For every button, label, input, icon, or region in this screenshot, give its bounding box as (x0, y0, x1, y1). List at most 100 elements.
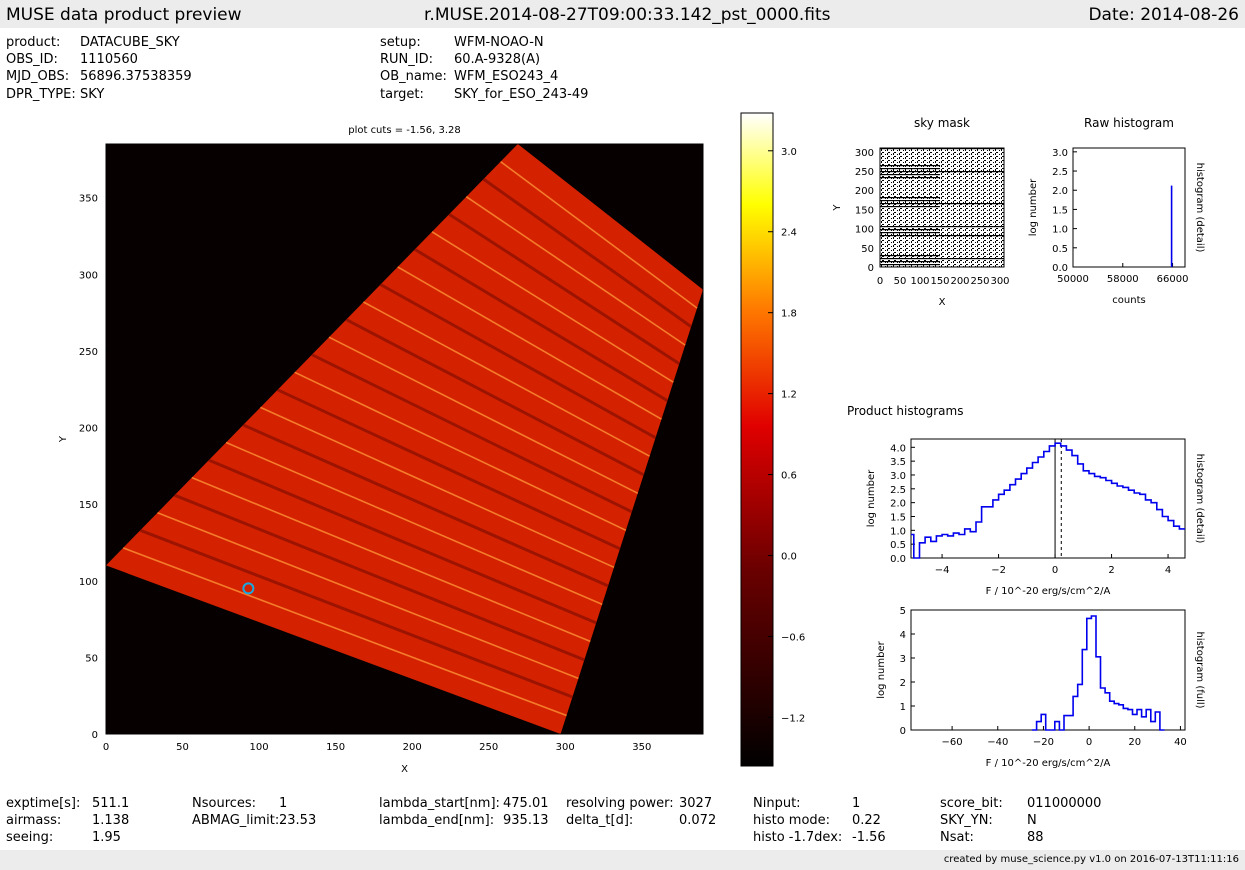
image-frame (105, 143, 704, 735)
y-tick-label: 4 (900, 630, 906, 641)
mask-stripe (880, 261, 940, 263)
slice-stripe (225, 441, 603, 606)
stat-key: resolving power: (566, 796, 674, 811)
y-tick-label: 200 (79, 424, 98, 435)
stat-key: SKY_YN: (940, 813, 993, 828)
stat-key: lambda_end[nm]: (379, 813, 495, 828)
field-group (106, 144, 703, 734)
y-tick-label: 0 (92, 730, 98, 741)
x-tick-label: 100 (250, 742, 269, 753)
histogram-series (911, 442, 1185, 559)
stat-value: 935.13 (503, 813, 549, 828)
y-tick-label: 1.0 (890, 526, 906, 537)
y-axis-label: log number (1028, 178, 1039, 236)
y-tick-label: 2.5 (890, 485, 906, 496)
meta-value: SKY (80, 87, 105, 102)
slice-stripe (500, 160, 698, 309)
y-tick-label: 1.0 (1052, 225, 1068, 236)
y-axis-label: Y (58, 435, 69, 443)
colorbar-tick-label: −1.2 (781, 713, 805, 724)
x-tick-label: −20 (1033, 737, 1054, 748)
x-tick-label: 50 (176, 742, 189, 753)
mask-stripe (880, 165, 940, 167)
plot-frame (1072, 147, 1186, 268)
y-tick-label: 4.0 (890, 443, 906, 454)
slice-stripe (208, 458, 597, 625)
y2-axis-label: histogram (full) (1194, 631, 1205, 708)
stat-value: 1.138 (92, 813, 130, 828)
slice-stripe (328, 336, 639, 495)
credit-line: created by muse_science.py v1.0 on 2016-… (943, 854, 1239, 865)
x-axis-label: X (939, 297, 946, 308)
y-tick-label: 300 (79, 270, 98, 281)
stat-value: 475.01 (503, 796, 549, 811)
meta-value: 56896.37538359 (80, 69, 192, 84)
x-tick-label: −40 (987, 737, 1008, 748)
y-tick-label: 0.0 (1052, 263, 1068, 274)
slice-stripe (431, 231, 674, 383)
mask-stripe (880, 177, 940, 179)
y-tick-label: 100 (855, 225, 874, 236)
colorbar-tick-label: 3.0 (781, 147, 797, 158)
obs-date: Date: 2014-08-26 (1088, 5, 1239, 25)
meta-key: product: (6, 35, 61, 50)
stat-value: 0.072 (679, 813, 717, 828)
stat-key: histo -1.7dex: (753, 830, 843, 845)
x-tick-label: 300 (556, 742, 575, 753)
y-tick-label: 0 (868, 263, 874, 274)
y-tick-label: 250 (79, 347, 98, 358)
y-tick-label: 1 (900, 702, 906, 713)
stat-key: Nsources: (192, 796, 257, 811)
y-tick-label: 200 (855, 186, 874, 197)
meta-key: target: (380, 87, 424, 102)
plot-frame (910, 609, 1186, 731)
mask-stripe (880, 171, 1004, 173)
mask-stripe (880, 200, 940, 202)
slice-stripe (242, 423, 609, 588)
x-tick-label: 350 (632, 742, 651, 753)
y-axis-label: Y (832, 204, 843, 212)
y-tick-label: 150 (79, 500, 98, 511)
x-tick-label: 50 (894, 276, 907, 287)
stat-value: 1 (852, 796, 861, 811)
slice-stripe (191, 476, 591, 643)
y-tick-label: 3 (900, 654, 906, 665)
x-tick-label: 58000 (1107, 274, 1139, 285)
y-tick-label: 300 (855, 148, 874, 159)
mask-stripe (880, 264, 940, 266)
slice-stripe (260, 406, 615, 569)
mask-stripe (880, 226, 1004, 228)
x-tick-label: −4 (935, 565, 950, 576)
mask-stripe (880, 258, 1004, 260)
meta-key: MJD_OBS: (6, 69, 70, 84)
y-tick-label: 1.5 (1052, 205, 1068, 216)
stat-key: Ninput: (753, 796, 801, 811)
x-axis-label: F / 10^-20 erg/s/cm^2/A (986, 758, 1111, 769)
slice-stripe (379, 283, 657, 440)
y-tick-label: 250 (855, 167, 874, 178)
y-tick-label: 0.5 (1052, 244, 1068, 255)
y2-axis-label: histogram (detail) (1194, 163, 1205, 253)
slice-stripe (448, 212, 681, 365)
y-tick-label: 0 (900, 726, 906, 737)
x-tick-label: 0 (1086, 737, 1092, 748)
slice-stripe (465, 196, 686, 346)
colorbar-tick-label: 2.4 (781, 228, 797, 239)
slice-stripe (363, 301, 650, 457)
stat-key: score_bit: (940, 796, 1003, 811)
y-tick-label: 0.5 (890, 540, 906, 551)
x-tick-label: 40 (1174, 737, 1187, 748)
slice-stripe (311, 353, 633, 514)
plot-title: Raw histogram (1084, 116, 1174, 130)
stat-value: N (1027, 813, 1037, 828)
colorbar-tick-label: 1.8 (781, 309, 797, 320)
meta-value: 60.A-9328(A) (454, 52, 541, 67)
x-tick-label: 150 (326, 742, 345, 753)
mask-stripe (880, 174, 940, 176)
stat-key: ABMAG_limit: (192, 813, 280, 828)
x-tick-label: 0 (1052, 565, 1058, 576)
footer-bar (0, 850, 1245, 870)
y-tick-label: 2.5 (1052, 167, 1068, 178)
x-tick-label: 0 (103, 742, 109, 753)
plot-title: Product histograms (847, 404, 963, 418)
